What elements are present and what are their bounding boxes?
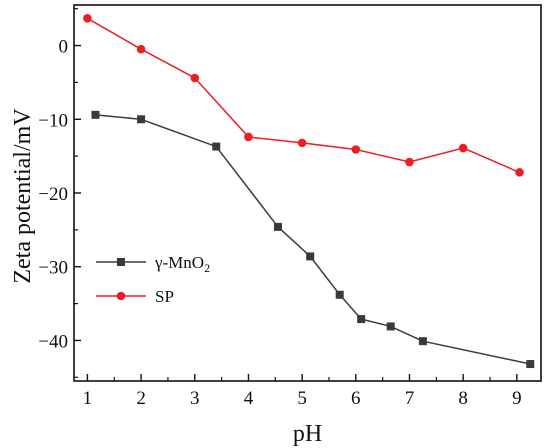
x-tick-label: 7 [405, 388, 415, 409]
y-axis-title: Zeta potential/mV [10, 108, 36, 284]
data-point [273, 222, 282, 231]
data-point [91, 110, 100, 119]
x-tick-label: 1 [83, 388, 93, 409]
x-axis-title: pH [293, 421, 322, 447]
data-point [212, 142, 221, 151]
legend-marker [116, 291, 126, 301]
series-line [87, 17, 520, 174]
series-0 [91, 110, 535, 369]
legend-label: γ-MnO2 [154, 253, 210, 275]
data-point [136, 44, 146, 54]
x-tick-label: 4 [244, 388, 254, 409]
data-point [297, 138, 307, 148]
x-tick-label: 6 [351, 388, 361, 409]
series-line [95, 114, 531, 365]
y-tick-label: −20 [38, 184, 68, 205]
data-point [83, 13, 92, 23]
data-point [458, 143, 468, 153]
y-tick-label: −30 [38, 258, 68, 279]
legend-item: SP [96, 287, 174, 306]
legend-item: γ-MnO2 [96, 253, 210, 275]
data-point [137, 115, 146, 124]
data-point [306, 252, 315, 261]
data-point [357, 315, 366, 324]
data-point [351, 145, 361, 154]
data-point [386, 322, 395, 331]
x-tick-label: 8 [458, 388, 468, 409]
data-point [405, 157, 414, 167]
data-point [526, 360, 535, 369]
x-tick-label: 2 [136, 388, 146, 409]
series-layer [83, 13, 535, 369]
legend-label-main: SP [155, 287, 174, 306]
y-tick-label: −10 [38, 110, 68, 131]
series-1 [83, 13, 524, 177]
data-point [335, 290, 344, 299]
legend-label: SP [155, 287, 174, 306]
tick-layer: 1 2 3 4 5 6 7 8 9 0 −10 −20 −30 −40 [38, 8, 522, 409]
plot-frame [73, 4, 542, 382]
legend-label-main: γ-MnO [154, 253, 204, 272]
data-point [418, 337, 427, 346]
data-point [244, 132, 253, 142]
x-tick-label: 9 [512, 388, 522, 409]
data-point [190, 73, 200, 83]
legend: γ-MnO2 SP [96, 253, 210, 306]
y-tick-label: −40 [38, 331, 68, 352]
legend-marker [117, 258, 125, 266]
y-tick-label: 0 [59, 37, 69, 58]
data-point [515, 168, 524, 177]
legend-label-subscript: 2 [204, 261, 210, 275]
x-tick-label: 3 [190, 388, 200, 409]
x-tick-label: 5 [297, 388, 307, 409]
